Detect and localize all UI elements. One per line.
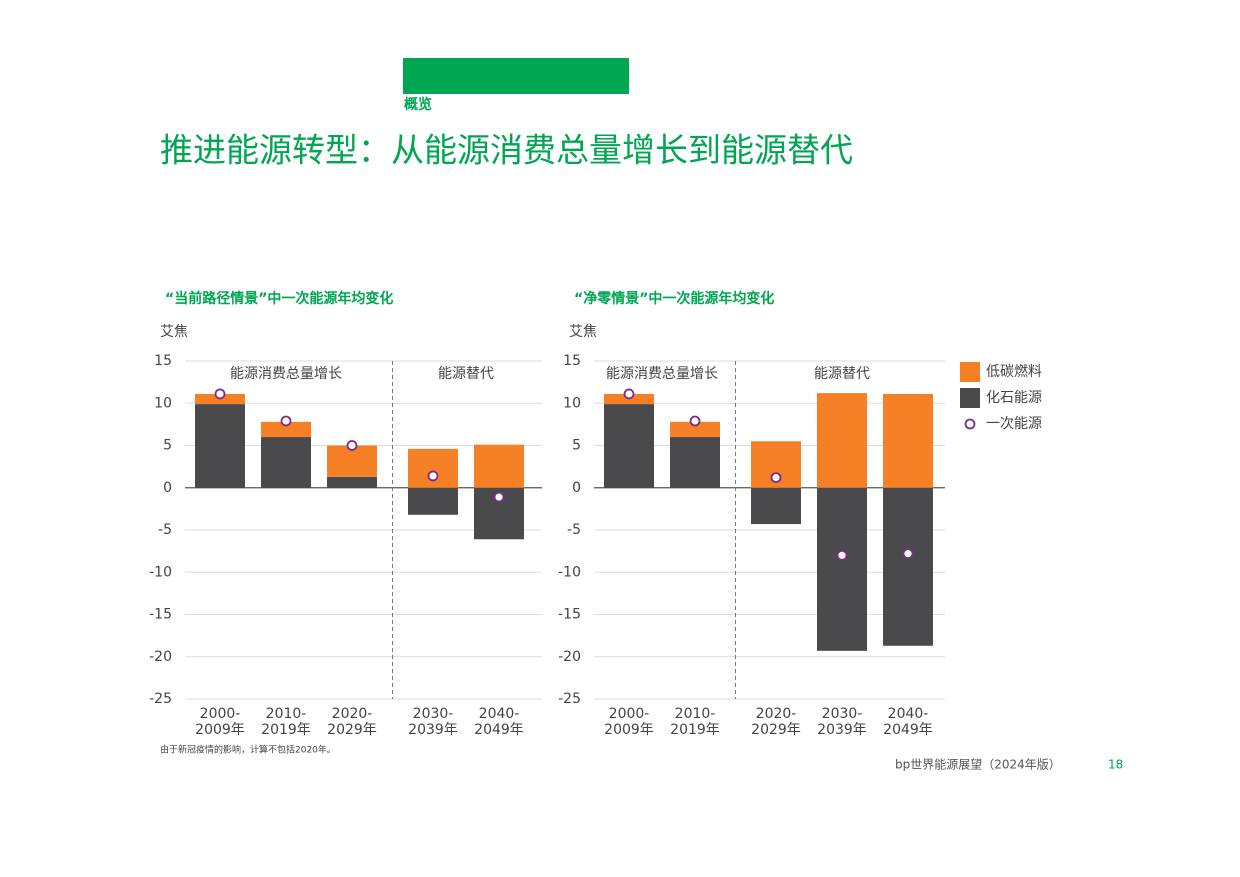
footer-source: bp世界能源展望（2024年版） <box>895 758 1061 772</box>
y-tick-label: -10 <box>149 564 172 580</box>
point <box>689 415 701 427</box>
bar-segment <box>408 487 458 515</box>
y-axis-label: 艾焦 <box>160 324 188 340</box>
y-tick-label: -20 <box>558 649 581 665</box>
x-tick-label: 2020-2029年 <box>751 706 801 738</box>
bar-segment <box>883 393 933 488</box>
y-tick-label: 5 <box>163 438 172 454</box>
x-tick-label: 2010-2019年 <box>670 706 720 738</box>
section-label: 能源替代 <box>814 366 870 382</box>
y-tick-label: 10 <box>563 395 581 411</box>
x-tick-label: 2040-2049年 <box>474 706 524 738</box>
point <box>280 415 292 427</box>
y-tick-label: 0 <box>163 480 172 496</box>
x-tick-label: 2040-2049年 <box>883 706 933 738</box>
page-number: 18 <box>1108 758 1123 772</box>
section-label: 能源消费总量增长 <box>606 366 718 382</box>
y-axis-label: 艾焦 <box>569 324 597 340</box>
section-label: 能源替代 <box>438 366 494 382</box>
bar-segment <box>261 437 311 488</box>
bar-segment <box>327 476 377 488</box>
point <box>493 491 505 503</box>
section-label: 概览 <box>404 96 432 113</box>
y-tick-label: -5 <box>567 522 581 538</box>
bar-segment <box>670 437 720 488</box>
point <box>902 548 914 560</box>
bar-segment <box>670 421 720 438</box>
legend-label: 化石能源 <box>986 390 1042 406</box>
legend-marker <box>960 362 980 382</box>
point <box>836 549 848 561</box>
bar-segment <box>817 487 867 651</box>
bar-segment <box>195 404 245 488</box>
bar-segment <box>408 448 458 488</box>
y-tick-label: -25 <box>149 691 172 707</box>
bar-segment <box>261 421 311 438</box>
x-tick-label: 2010-2019年 <box>261 706 311 738</box>
legend-label: 一次能源 <box>986 416 1042 432</box>
bar-segment <box>883 487 933 646</box>
point <box>214 388 226 400</box>
point <box>770 472 782 484</box>
legend-marker <box>960 388 980 408</box>
page-title: 推进能源转型：从能源消费总量增长到能源替代 <box>160 131 853 170</box>
y-tick-label: 5 <box>572 438 581 454</box>
x-tick-label: 2030-2039年 <box>817 706 867 738</box>
chart-title: “当前路径情景”中一次能源年均变化 <box>165 290 393 307</box>
y-tick-label: 15 <box>154 353 172 369</box>
point <box>623 388 635 400</box>
bar-segment <box>604 404 654 488</box>
footnote: 由于新冠疫情的影响，计算不包括2020年。 <box>160 744 336 756</box>
point <box>346 440 358 451</box>
point <box>427 470 439 482</box>
x-tick-label: 2020-2029年 <box>327 706 377 738</box>
y-tick-label: -5 <box>158 522 172 538</box>
y-tick-label: 0 <box>572 480 581 496</box>
y-tick-label: 15 <box>563 353 581 369</box>
legend-label: 低碳燃料 <box>986 363 1042 380</box>
x-tick-label: 2000-2009年 <box>604 706 654 738</box>
y-tick-label: -15 <box>149 607 172 623</box>
y-tick-label: -25 <box>558 691 581 707</box>
x-tick-label: 2030-2039年 <box>408 706 458 738</box>
bar-segment <box>751 487 801 525</box>
section-bar <box>403 58 629 94</box>
y-tick-label: -15 <box>558 607 581 623</box>
y-tick-label: 10 <box>154 395 172 411</box>
legend-marker <box>964 418 976 430</box>
y-tick-label: -20 <box>149 649 172 665</box>
chart-title: “净零情景”中一次能源年均变化 <box>574 290 774 307</box>
bar-segment <box>817 393 867 488</box>
section-label: 能源消费总量增长 <box>230 366 342 382</box>
bar-segment <box>474 444 524 488</box>
x-tick-label: 2000-2009年 <box>195 706 245 738</box>
y-tick-label: -10 <box>558 564 581 580</box>
